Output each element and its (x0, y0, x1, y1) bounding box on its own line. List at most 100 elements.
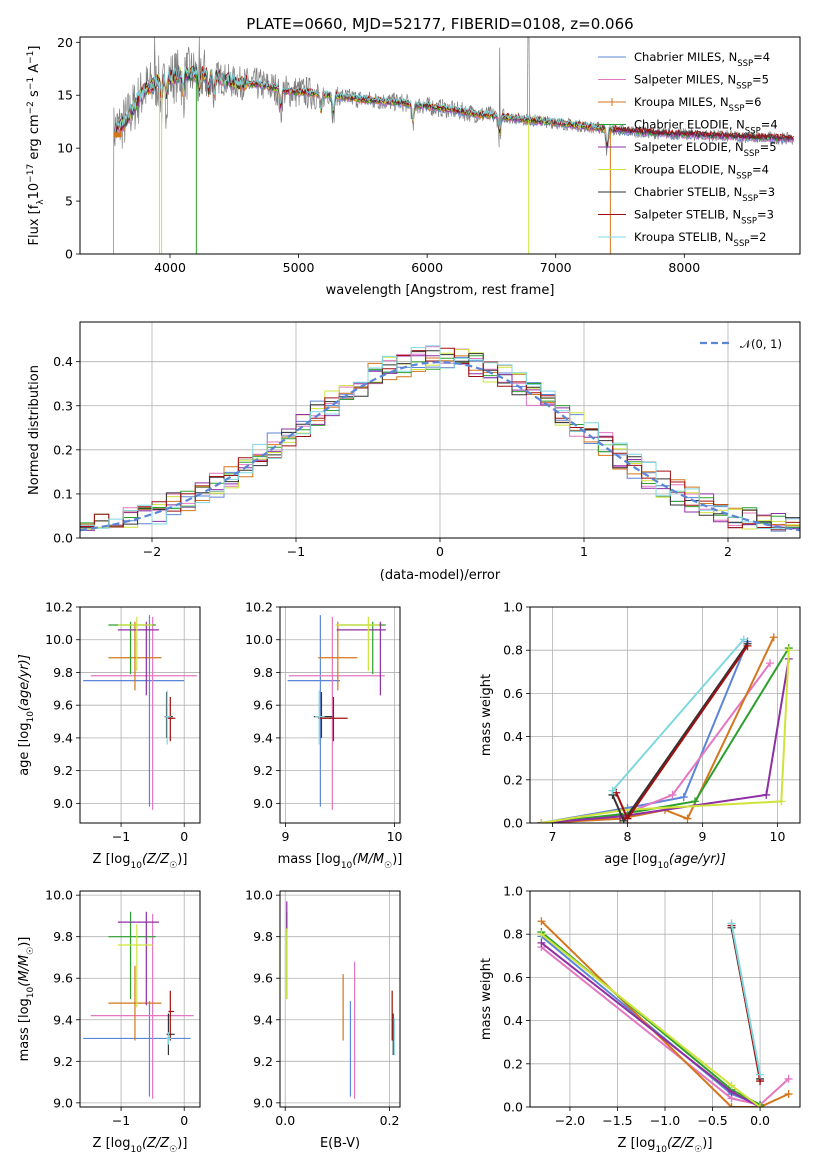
y-tick-label: 0.2 (53, 442, 73, 457)
x-tick-label: 9 (281, 829, 289, 844)
y-tick-label: 10 (57, 141, 73, 156)
weight-marker (777, 797, 786, 806)
y-tick-label: 9.8 (53, 665, 73, 680)
y-tick-label: 5 (65, 194, 73, 209)
x-tick-label: −2.0 (555, 1113, 585, 1128)
plot-area (537, 917, 793, 1107)
legend-label-salpeter-stelib: Salpeter STELIB, NSSP=3 (634, 208, 774, 227)
x-axis-label: age [log10(age/yr)] (604, 852, 726, 871)
plot-area (537, 633, 793, 823)
x-tick-label: −1.0 (650, 1113, 680, 1128)
plot-area (286, 901, 395, 1099)
errorbar-chabrier-miles (83, 1001, 191, 1097)
x-tick-label: −1.5 (602, 1113, 632, 1128)
y-tick-label: 10.0 (245, 632, 273, 647)
y-axis-label: mass weight (479, 674, 494, 756)
x-tick-label: 10 (387, 829, 403, 844)
y-axis-label: Flux [fλ10−17 erg cm−2 s−1 A−1] (26, 46, 46, 246)
axis-frame (79, 36, 801, 255)
gridlines (280, 891, 400, 1107)
x-axis-label: E(B-V) (320, 1136, 360, 1151)
y-tick-label: 0.4 (503, 729, 523, 744)
x-tick-label: −1 (112, 829, 130, 844)
y-axis-label: age [log10(age/yr)] (17, 654, 36, 776)
y-tick-label: 0.1 (53, 486, 73, 501)
y-tick-label: 0.6 (503, 686, 523, 701)
x-tick-label: 8 (624, 829, 632, 844)
y-tick-label: 9.8 (253, 665, 273, 680)
y-tick-label: 0 (65, 247, 73, 262)
y-tick-label: 1.0 (503, 600, 523, 615)
x-tick-label: 6000 (411, 260, 443, 275)
gridlines (280, 606, 400, 823)
x-tick-label: 4000 (154, 260, 186, 275)
y-tick-label: 0.4 (503, 1013, 523, 1028)
axis-frame (529, 606, 801, 824)
y-tick-label: 10.0 (245, 888, 273, 903)
x-axis-label: mass [log10(M/M☉)] (278, 852, 403, 871)
x-tick-label: 7000 (540, 260, 572, 275)
weight-marker (784, 1074, 793, 1083)
model-spectrum-kroupa-stelib (114, 65, 614, 143)
errorbar-kroupa-miles (108, 621, 162, 691)
y-tick-label: 9.8 (253, 929, 273, 944)
weight-marker (756, 1103, 765, 1107)
weight-marker (784, 646, 793, 655)
legend-label-kroupa-miles: Kroupa MILES, NSSP=6 (634, 95, 761, 114)
x-tick-label: −1 (112, 1113, 130, 1128)
weight-marker (727, 919, 736, 928)
plot-area (83, 911, 194, 1099)
legend-label-normal: 𝒩(0, 1) (740, 337, 782, 351)
legend-label-kroupa-elodie: Kroupa ELODIE, NSSP=4 (634, 163, 769, 182)
x-axis-label: (data-model)/error (380, 568, 501, 583)
errorbar-kroupa-elodie (117, 924, 153, 1008)
weight-marker (537, 917, 546, 926)
y-tick-label: 10.2 (245, 600, 273, 615)
errorbar-salpeter-stelib (167, 697, 176, 742)
axes-spectrum: 4000 5000 6000 7000 8000 0 5 10 15 20 wavelength [… (26, 35, 801, 298)
y-tick-label: 0.2 (503, 1056, 523, 1071)
gridlines (80, 891, 200, 1107)
x-tick-label: 10 (770, 829, 786, 844)
y-tick-label: 10.2 (45, 600, 73, 615)
y-tick-label: 9.6 (53, 971, 73, 986)
weight-marker (608, 786, 617, 795)
errorbar-salpeter-miles (90, 913, 194, 1099)
errorbar-salpeter-miles (288, 616, 385, 810)
model-edge-marker (113, 132, 122, 138)
figure-title: PLATE=0660, MJD=52177, FIBERID=0108, z=0… (246, 15, 633, 33)
axes-residuals: −2 −1 0 1 2 0.0 0.1 0.2 0.3 0.4 (data-model)/error… (27, 321, 801, 583)
y-tick-label: 20 (57, 35, 73, 50)
weight-line-kroupa-elodie (541, 650, 790, 823)
axis-frame (79, 890, 201, 1108)
model-spectrum-salpeter-stelib (114, 64, 794, 145)
y-tick-label: 15 (57, 88, 73, 103)
y-tick-label: 9.0 (253, 1095, 273, 1110)
x-axis-label: wavelength [Angstrom, rest frame] (326, 283, 555, 298)
x-tick-label: 9 (699, 829, 707, 844)
weight-marker (683, 814, 692, 823)
errorbar-chabrier-stelib (313, 692, 333, 738)
errorbar-kroupa-miles (318, 621, 358, 691)
y-tick-label: 9.2 (253, 763, 273, 778)
axis-frame (79, 606, 201, 824)
errorbar-kroupa-stelib (166, 1032, 172, 1045)
weight-marker (743, 641, 752, 650)
weight-marker (679, 793, 688, 802)
errorbar-salpeter-stelib (318, 697, 348, 742)
x-tick-label: 8000 (668, 260, 700, 275)
y-tick-label: 0.8 (503, 927, 523, 942)
plot-area (83, 615, 197, 810)
errorbar-salpeter-elodie (117, 911, 159, 1006)
y-tick-label: 0.4 (53, 354, 73, 369)
x-tick-label: 0 (180, 1113, 188, 1128)
weight-line-chabrier-elodie (540, 931, 761, 1106)
errorbar-kroupa-stelib (314, 690, 325, 745)
plot-area (287, 615, 386, 810)
plot-area (80, 345, 800, 532)
x-tick-label: 2 (724, 544, 732, 559)
y-tick-label: 9.2 (53, 1054, 73, 1069)
y-tick-label: 0.0 (503, 1100, 523, 1115)
gridlines (530, 606, 800, 824)
x-tick-label: −0.5 (697, 1113, 727, 1128)
